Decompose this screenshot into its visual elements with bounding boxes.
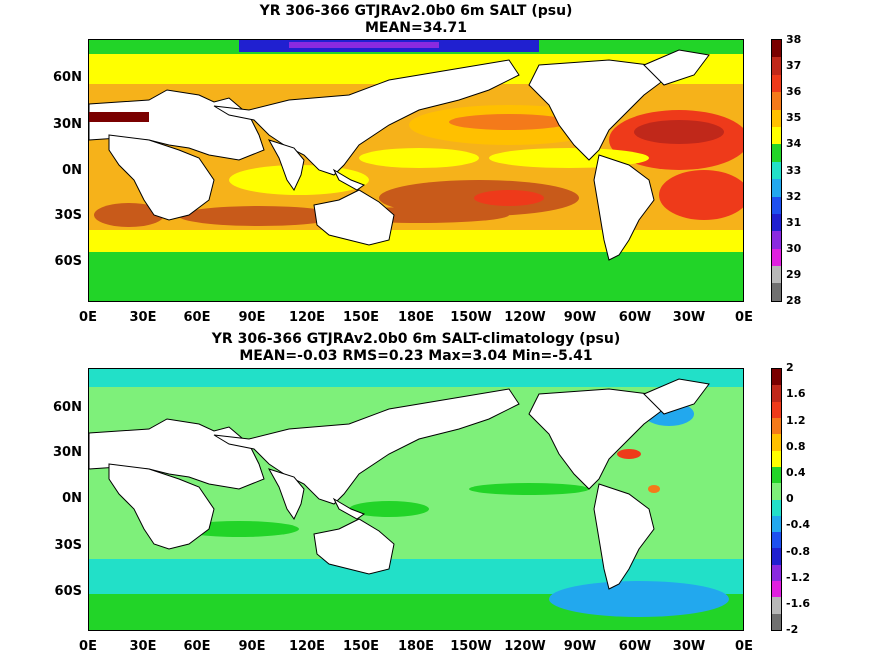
panel2-colorbar [771,368,782,631]
panel1-colorbar [771,39,782,302]
panel2-colorbar-label: -1.2 [786,571,811,584]
panel2-lon-label: 90W [563,639,597,654]
panel1-colorbar-label: 29 [786,268,802,281]
colorbar-segment [772,466,781,484]
colorbar-segment [772,385,781,402]
panel1-lon-label: 60W [618,310,652,325]
panel1-colorbar-label: 31 [786,216,802,229]
panel2-lat-label: 30N [53,445,82,460]
panel2-lon-label: 120W [504,639,546,654]
colorbar-segment [772,109,781,127]
panel1-lon-label: 30E [129,310,157,325]
panel1-lat-label: 0N [62,163,82,178]
panel2-title-line2: MEAN=-0.03 RMS=0.23 Max=3.04 Min=-5.41 [239,348,593,364]
panel2-lat-label: 30S [54,538,82,553]
panel1-colorbar-label: 38 [786,33,802,46]
panel2-lon-label: 150W [450,639,492,654]
panel2-colorbar-label: 0.4 [786,466,806,479]
panel1-title-line1: YR 306-366 GTJRAv2.0b0 6m SALT (psu) [259,3,573,19]
panel2-lat-label: 60N [53,400,82,415]
panel2-colorbar-label: -1.6 [786,597,811,610]
colorbar-segment [772,92,781,110]
panel1-lon-label: 150W [450,310,492,325]
panel1-lon-label: 90W [563,310,597,325]
panel2-lon-label: 120E [288,639,326,654]
panel1-lat-label: 60N [53,70,82,85]
panel1-lat-label: 30N [53,117,82,132]
colorbar-segment [772,417,781,435]
colorbar-segment [772,40,781,58]
panel2-lon-label: 150E [342,639,380,654]
panel2-colorbar-label: -2 [786,623,799,636]
colorbar-segment [772,548,781,565]
panel1-colorbar-label: 33 [786,164,802,177]
panel2-lat-label: 60S [54,584,82,599]
panel1-lon-label: 180E [397,310,435,325]
colorbar-segment [772,231,781,249]
panel2-lon-label: 90E [238,639,266,654]
panel1-lat-label: 60S [54,254,82,269]
panel1-colorbar-label: 37 [786,59,802,72]
panel1-lon-label: 150E [342,310,380,325]
panel1-lon-label: 0E [79,310,97,325]
panel2-colorbar-label: -0.4 [786,518,811,531]
panel1-title-line2: MEAN=34.71 [364,20,468,36]
panel2-colorbar-label: 0.8 [786,440,806,453]
panel1-lon-label: 120W [504,310,546,325]
panel1-salinity-map [88,39,744,302]
colorbar-segment [772,57,781,75]
panel2-colorbar-label: 0 [786,492,794,505]
colorbar-segment [772,179,781,197]
panel1-colorbar-label: 28 [786,294,802,307]
colorbar-segment [772,144,781,162]
panel1-lon-label: 0E [735,310,753,325]
panel2-colorbar-label: 2 [786,361,794,374]
colorbar-segment [772,213,781,232]
panel2-colorbar-label: -0.8 [786,545,811,558]
panel2-lon-label: 180E [397,639,435,654]
panel1-lon-label: 90E [238,310,266,325]
panel2-lon-label: 60W [618,639,652,654]
panel1-lon-label: 60E [183,310,211,325]
panel2-colorbar-label: 1.6 [786,387,806,400]
colorbar-segment [772,581,781,598]
colorbar-segment [772,248,781,267]
panel2-colorbar-label: 1.2 [786,414,806,427]
panel1-lat-label: 30S [54,208,82,223]
colorbar-segment [772,401,781,418]
panel1-colorbar-label: 34 [786,137,802,150]
panel2-lat-label: 0N [62,491,82,506]
colorbar-segment [772,196,781,214]
colorbar-segment [772,515,781,533]
panel1-lon-label: 30W [672,310,706,325]
colorbar-segment [772,126,781,145]
panel2-lon-label: 0E [735,639,753,654]
colorbar-segment [772,613,781,630]
panel1-colorbar-label: 30 [786,242,802,255]
panel1-lon-label: 120E [288,310,326,325]
colorbar-segment [772,283,781,301]
colorbar-segment [772,450,781,467]
panel1-colorbar-label: 35 [786,111,802,124]
colorbar-segment [772,564,781,582]
panel2-lon-label: 30E [129,639,157,654]
colorbar-segment [772,483,781,500]
colorbar-segment [772,74,781,93]
colorbar-segment [772,266,781,284]
colorbar-segment [772,161,781,180]
panel2-lon-label: 60E [183,639,211,654]
panel2-lon-label: 30W [672,639,706,654]
colorbar-segment [772,369,781,386]
panel2-lon-label: 0E [79,639,97,654]
panel2-title-line1: YR 306-366 GTJRAv2.0b0 6m SALT-climatolo… [211,331,621,347]
panel1-colorbar-label: 32 [786,190,802,203]
colorbar-segment [772,434,781,451]
panel1-colorbar-label: 36 [786,85,802,98]
panel2-anomaly-map [88,368,744,631]
colorbar-segment [772,597,781,614]
colorbar-segment [772,499,781,516]
colorbar-segment [772,532,781,549]
